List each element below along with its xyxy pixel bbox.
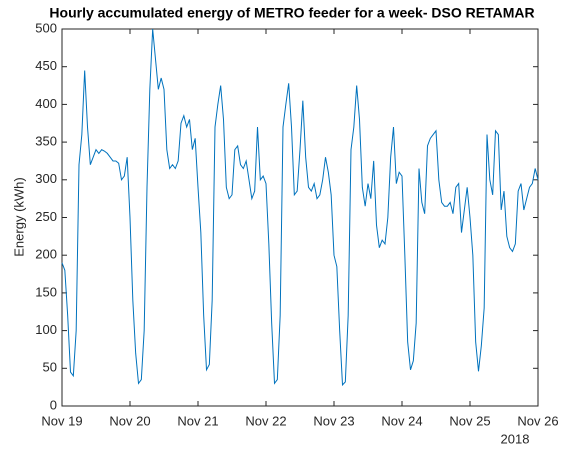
chart-title: Hourly accumulated energy of METRO feede… [49, 5, 534, 21]
y-tick-label: 200 [35, 247, 57, 262]
y-tick-label: 100 [35, 322, 57, 337]
y-tick-label: 350 [35, 134, 57, 149]
y-tick-label: 450 [35, 58, 57, 73]
y-tick-label: 500 [35, 20, 57, 35]
y-tick-label: 250 [35, 209, 57, 224]
x-tick-label: Nov 23 [313, 413, 354, 428]
x-tick-label: Nov 22 [245, 413, 286, 428]
x-tick-label: Nov 20 [109, 413, 150, 428]
y-tick-label: 0 [50, 397, 57, 412]
plot-area [61, 28, 539, 407]
y-axis-label: Energy (kWh) [11, 177, 26, 256]
x-tick-label: Nov 21 [177, 413, 218, 428]
x-tick-label: Nov 24 [381, 413, 422, 428]
x-tick-label: Nov 26 [517, 413, 558, 428]
x-tick-label: Nov 25 [449, 413, 490, 428]
y-tick-label: 150 [35, 284, 57, 299]
y-tick-label: 300 [35, 171, 57, 186]
y-tick-label: 400 [35, 96, 57, 111]
line-series [61, 28, 539, 387]
y-tick-label: 50 [43, 360, 57, 375]
x-secondary-label: 2018 [501, 431, 530, 446]
x-tick-label: Nov 19 [41, 413, 82, 428]
